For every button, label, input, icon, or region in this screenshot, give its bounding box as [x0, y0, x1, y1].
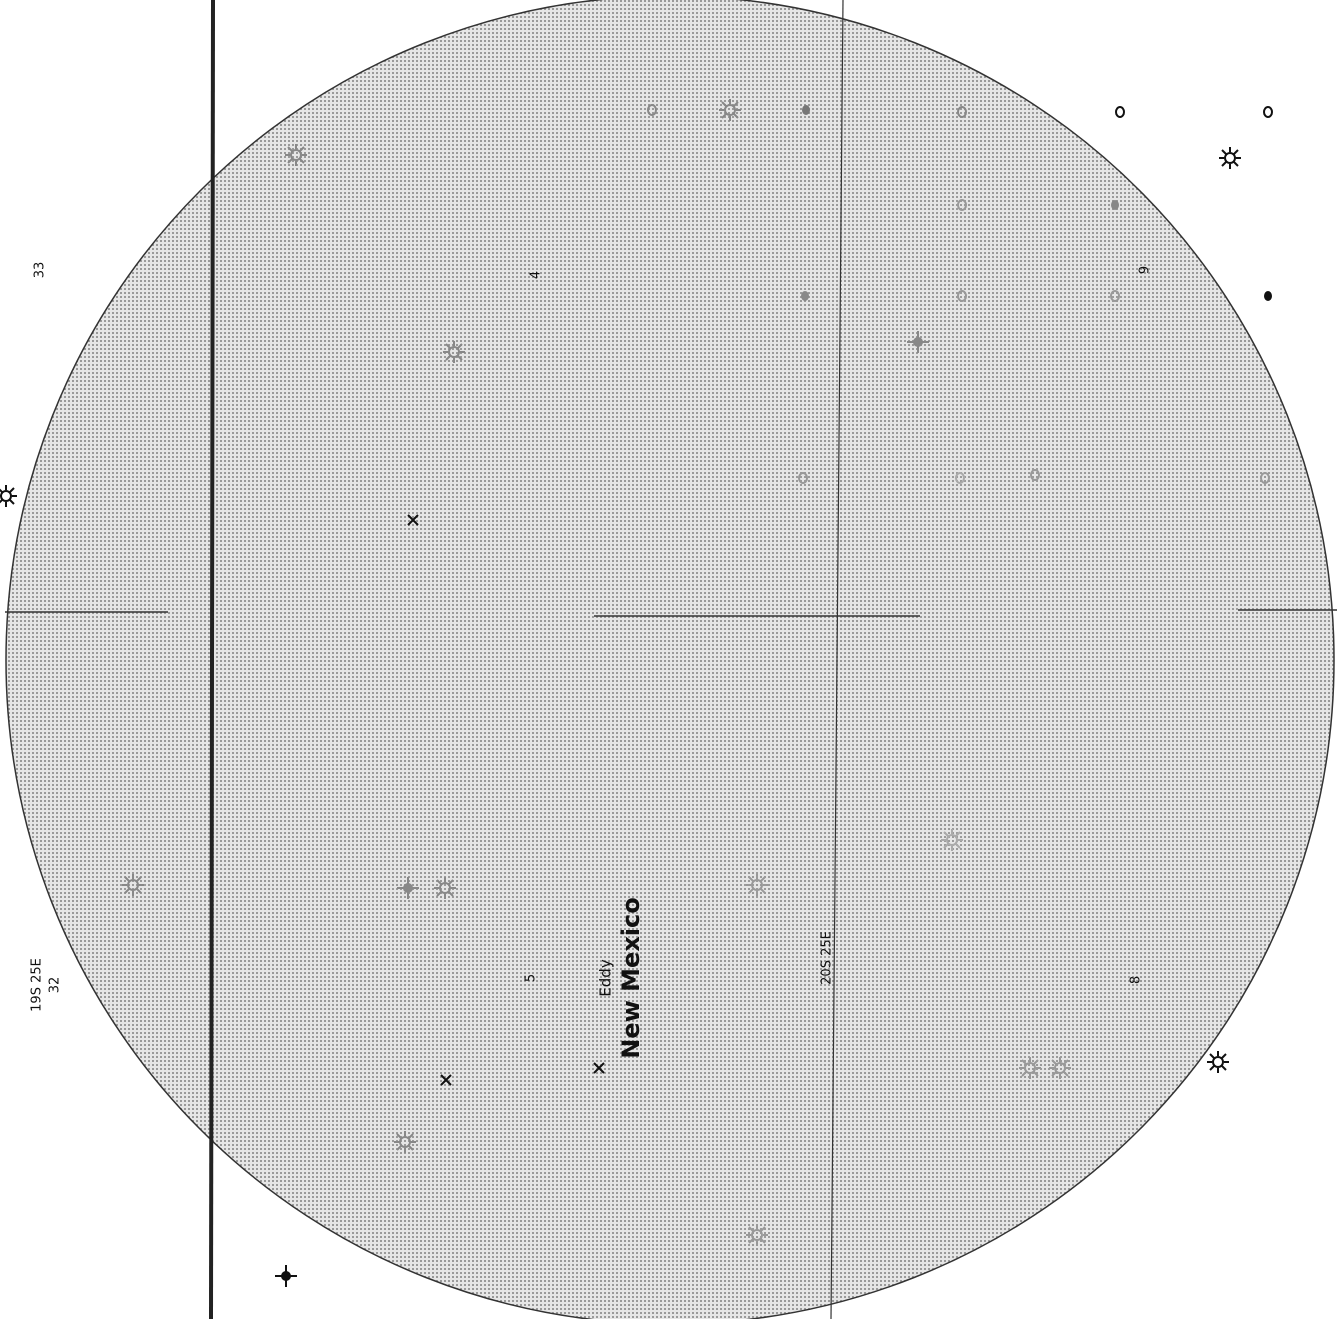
- section-lines: [5, 0, 1337, 1319]
- labels: 33 19S 25E 32 4 5 9 8 Eddy New Mexico 20…: [30, 262, 1153, 1059]
- section-number: 5: [524, 974, 539, 982]
- section-number: 4: [529, 271, 544, 279]
- section-number: 32: [48, 977, 63, 994]
- search-radius: [5, 0, 1335, 1319]
- section-number: 8: [1129, 976, 1144, 984]
- township-label: 19S 25E: [30, 958, 45, 1012]
- township-label: 20S 25E: [820, 931, 835, 985]
- section-number: 33: [33, 262, 48, 279]
- county-label: Eddy: [597, 959, 615, 997]
- section-number: 9: [1138, 266, 1153, 274]
- state-label: New Mexico: [617, 897, 645, 1058]
